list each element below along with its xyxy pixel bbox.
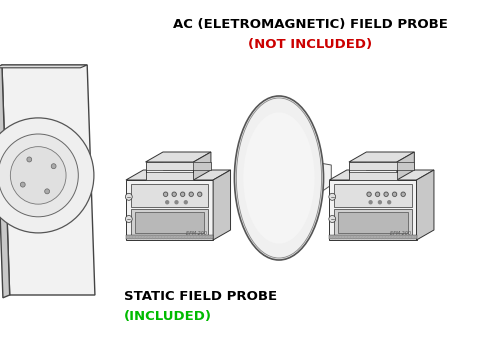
Polygon shape	[338, 212, 408, 233]
Polygon shape	[213, 170, 230, 240]
Circle shape	[401, 192, 405, 196]
Text: (NOT INCLUDED): (NOT INCLUDED)	[248, 38, 372, 51]
Circle shape	[125, 216, 132, 223]
Circle shape	[185, 201, 187, 204]
Circle shape	[189, 192, 193, 196]
Circle shape	[175, 201, 178, 204]
Circle shape	[197, 192, 202, 196]
Circle shape	[166, 201, 169, 204]
Polygon shape	[367, 162, 414, 170]
Circle shape	[375, 192, 380, 196]
Polygon shape	[349, 162, 397, 170]
Polygon shape	[126, 170, 230, 180]
Circle shape	[379, 201, 381, 204]
Polygon shape	[329, 235, 416, 239]
Ellipse shape	[236, 98, 322, 258]
Polygon shape	[135, 212, 205, 233]
Circle shape	[45, 189, 50, 194]
Circle shape	[21, 182, 25, 187]
Circle shape	[163, 192, 168, 196]
Circle shape	[392, 192, 397, 196]
Circle shape	[197, 192, 202, 196]
Ellipse shape	[243, 112, 315, 244]
Text: EFM 200: EFM 200	[390, 231, 411, 236]
Polygon shape	[2, 65, 95, 295]
Polygon shape	[163, 162, 211, 170]
Text: AC (ELETROMAGNETIC) FIELD PROBE: AC (ELETROMAGNETIC) FIELD PROBE	[173, 18, 447, 31]
Circle shape	[0, 134, 78, 217]
Circle shape	[163, 192, 168, 196]
Polygon shape	[194, 152, 211, 180]
Polygon shape	[329, 180, 416, 240]
Circle shape	[369, 201, 372, 204]
Polygon shape	[349, 172, 397, 180]
Polygon shape	[145, 162, 194, 180]
Circle shape	[172, 192, 176, 196]
Polygon shape	[126, 180, 213, 240]
Polygon shape	[0, 65, 10, 298]
Text: STATIC FIELD PROBE: STATIC FIELD PROBE	[124, 290, 277, 303]
Circle shape	[0, 118, 94, 233]
Circle shape	[172, 192, 176, 196]
Polygon shape	[145, 172, 194, 180]
Text: EFM 200: EFM 200	[186, 231, 207, 236]
Circle shape	[329, 193, 336, 200]
Circle shape	[181, 192, 185, 196]
Circle shape	[388, 201, 391, 204]
Ellipse shape	[234, 96, 324, 260]
Circle shape	[189, 192, 193, 196]
Circle shape	[51, 164, 56, 169]
Polygon shape	[349, 152, 414, 162]
Polygon shape	[329, 170, 434, 180]
Polygon shape	[334, 184, 412, 207]
Polygon shape	[349, 162, 397, 180]
Circle shape	[392, 192, 397, 196]
Circle shape	[11, 147, 66, 204]
Circle shape	[384, 192, 388, 196]
Polygon shape	[131, 184, 208, 207]
Polygon shape	[145, 152, 211, 162]
Circle shape	[367, 192, 371, 196]
Polygon shape	[131, 209, 208, 236]
Polygon shape	[126, 235, 213, 239]
Polygon shape	[416, 170, 434, 240]
Circle shape	[27, 157, 32, 162]
Polygon shape	[334, 209, 412, 236]
Polygon shape	[145, 162, 194, 170]
Text: (INCLUDED): (INCLUDED)	[124, 310, 212, 323]
Circle shape	[375, 192, 380, 196]
Circle shape	[125, 193, 132, 200]
Circle shape	[181, 192, 185, 196]
Circle shape	[329, 216, 336, 223]
Circle shape	[367, 192, 371, 196]
Circle shape	[384, 192, 388, 196]
Polygon shape	[320, 163, 331, 193]
Polygon shape	[0, 65, 87, 68]
Polygon shape	[397, 152, 414, 180]
Circle shape	[401, 192, 405, 196]
